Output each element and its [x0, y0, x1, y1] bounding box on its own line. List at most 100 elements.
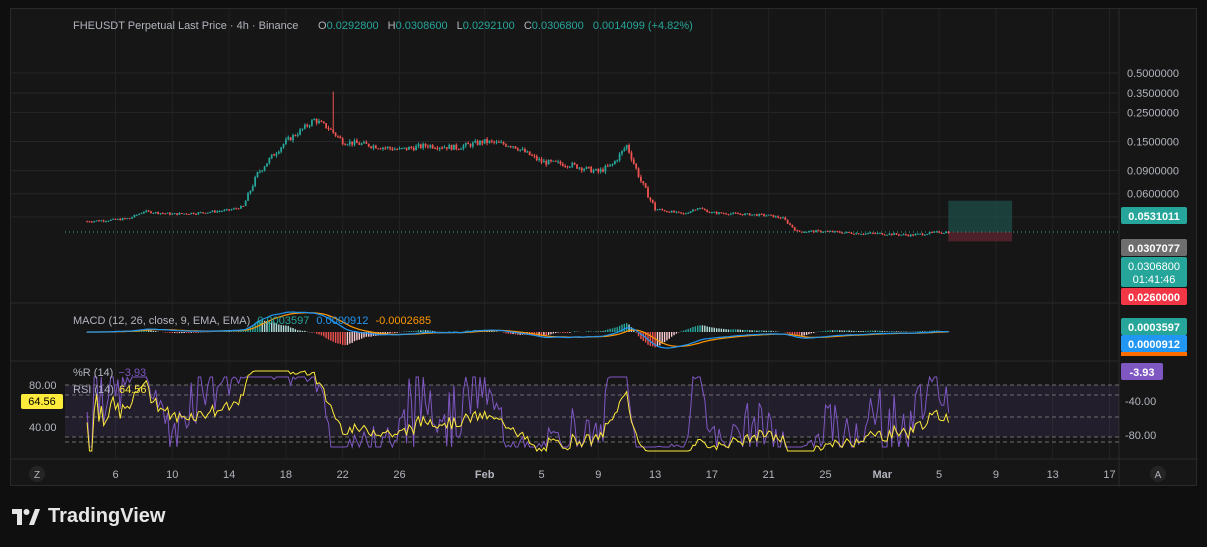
- candle-body: [448, 144, 451, 149]
- macd-histogram-bar: [758, 330, 760, 332]
- candle-body: [412, 147, 415, 151]
- rsi-legend[interactable]: RSI (14) 64.56: [73, 384, 147, 396]
- zoom-button-bg[interactable]: [29, 466, 45, 482]
- candles[interactable]: [86, 91, 950, 238]
- candle-body: [831, 231, 834, 233]
- macd-histogram-bar: [275, 323, 278, 332]
- candle-body: [410, 147, 413, 149]
- chart-canvas[interactable]: FHEUSDT Perpetual Last Price · 4h · Bina…: [11, 9, 1198, 487]
- candle-body: [474, 140, 477, 143]
- candle-body: [727, 214, 730, 216]
- time-axis[interactable]: 6 10 14 18 22 26 Feb 5 9 13 17 21 25 Mar 5 9 13 17: [112, 469, 1115, 481]
- macd-histogram-bar: [609, 328, 611, 332]
- macd-histogram-bar: [547, 332, 550, 335]
- candle-body: [602, 169, 604, 172]
- macd-histogram-bar: [557, 332, 559, 333]
- candle-body: [822, 231, 825, 233]
- grid: [11, 9, 1119, 459]
- time-tick: 13: [649, 469, 661, 481]
- candle-body: [237, 208, 240, 210]
- candle-body: [613, 161, 616, 165]
- macd-histogram-bar: [569, 332, 571, 333]
- candle-body: [356, 140, 358, 144]
- candle-body: [230, 209, 233, 211]
- auto-scale-button[interactable]: A: [1155, 470, 1162, 481]
- candle-body: [580, 167, 583, 171]
- candle-body: [502, 142, 505, 145]
- auto-scale-button-bg[interactable]: [1150, 466, 1166, 482]
- candle-body: [105, 221, 107, 223]
- candle-body: [183, 213, 186, 215]
- macd-histogram-bar: [768, 330, 770, 332]
- candle-body: [862, 234, 865, 236]
- macd-histogram-bar: [820, 331, 822, 332]
- macd-histogram-bar: [280, 325, 282, 332]
- candle-body: [206, 212, 209, 214]
- candle-body: [772, 214, 775, 218]
- candle-body: [322, 121, 325, 124]
- level-badge-bg: [1121, 239, 1187, 256]
- macd-histogram-bar: [169, 332, 171, 334]
- macd-histogram-bar: [749, 330, 751, 332]
- time-tick: Mar: [873, 469, 893, 481]
- candle-body: [623, 148, 626, 151]
- candle-body: [318, 121, 320, 124]
- candle-body: [637, 168, 640, 177]
- candle-body: [699, 208, 701, 210]
- candle-body: [942, 233, 945, 235]
- wr-legend[interactable]: %R (14) −3.93: [73, 367, 146, 379]
- candle-body: [462, 145, 465, 149]
- candle-body: [242, 205, 245, 207]
- macd-histogram-bar: [147, 329, 150, 332]
- last-price-badge: 0.0306800: [1128, 261, 1180, 273]
- macd-histogram-bar: [166, 332, 169, 333]
- candle-body: [244, 200, 247, 207]
- zoom-button[interactable]: Z: [34, 470, 40, 481]
- candle-body: [755, 214, 758, 216]
- candle-body: [732, 212, 735, 214]
- candle-body: [256, 172, 259, 178]
- position-profit-zone[interactable]: [948, 200, 1013, 232]
- candle-body: [282, 144, 285, 148]
- macd-legend[interactable]: MACD (12, 26, close, 9, EMA, EMA) 0.0003…: [73, 315, 431, 327]
- macd-histogram-bar: [244, 329, 247, 332]
- candle-body: [119, 218, 122, 221]
- macd-histogram-bar: [564, 332, 566, 333]
- candle-body: [843, 232, 846, 234]
- candle-body: [675, 211, 678, 213]
- macd-histogram-bar: [652, 332, 654, 347]
- position-loss-zone[interactable]: [948, 231, 1013, 242]
- price-axis[interactable]: 0.5000000 0.3500000 0.2500000 0.1500000 0.09…: [1127, 68, 1179, 224]
- candle-body: [419, 144, 422, 148]
- wr-badge-bg: [1121, 363, 1163, 380]
- candle-body: [427, 146, 429, 148]
- macd-histogram-bar: [297, 330, 299, 332]
- tradingview-brand[interactable]: TradingView: [12, 505, 165, 528]
- candle-body: [372, 145, 375, 148]
- macd-histogram-bar: [614, 327, 616, 332]
- macd-histogram-bar: [427, 330, 429, 332]
- candle-body: [547, 159, 550, 165]
- macd-histogram-bar: [502, 332, 505, 333]
- macd-histogram-bar: [602, 331, 604, 332]
- candle-body: [417, 144, 420, 147]
- candle-body: [374, 145, 377, 149]
- macd-histogram-bar: [633, 330, 635, 332]
- macd-histogram-bar: [330, 332, 332, 341]
- macd-histogram-bar: [173, 332, 176, 334]
- macd-histogram-bar: [715, 328, 718, 332]
- candle-body: [270, 154, 273, 159]
- macd-histogram-bar: [278, 324, 280, 332]
- chart-frame[interactable]: FHEUSDT Perpetual Last Price · 4h · Bina…: [10, 8, 1198, 487]
- candle-body: [886, 234, 888, 236]
- candle-body: [519, 149, 522, 151]
- macd-pane[interactable]: [86, 311, 950, 349]
- macd-histogram-bar: [595, 331, 597, 332]
- oscillator-pane[interactable]: [65, 370, 1119, 453]
- candle-body: [836, 231, 839, 233]
- candle-body: [143, 211, 145, 214]
- candle-body: [554, 160, 557, 162]
- candle-body: [845, 232, 848, 234]
- candle-body: [694, 209, 697, 211]
- candle-body: [897, 234, 900, 236]
